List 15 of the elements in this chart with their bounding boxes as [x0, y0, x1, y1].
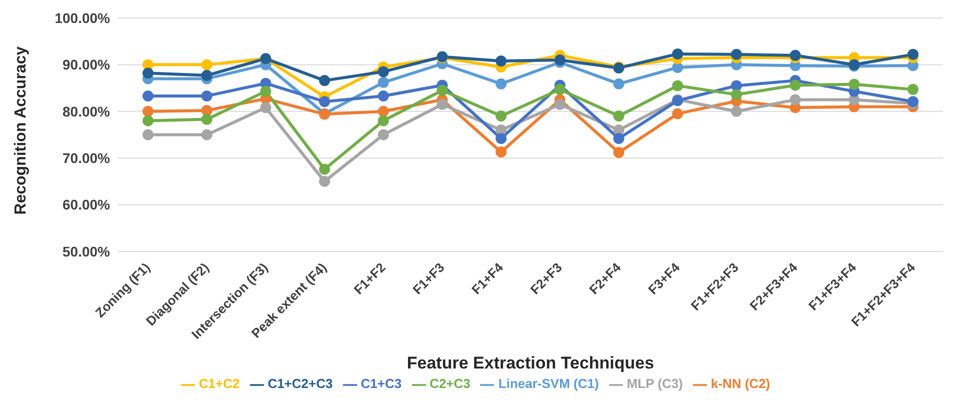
y-tick-label: 50.00% [62, 243, 111, 260]
legend-label: C2+C3 [430, 376, 470, 392]
y-tick-label: 100.00% [54, 10, 111, 26]
y-tick-label: 80.00% [62, 103, 111, 120]
y-tick-label: 70.00% [62, 150, 111, 166]
y-tick-label: 60.00% [62, 196, 111, 213]
y-axis-title: Recognition Accuracy [12, 46, 30, 215]
legend-label: C1+C2+C3 [268, 376, 333, 392]
legend-label: MLP (C3) [626, 376, 683, 392]
legend-label: Linear-SVM (C1) [498, 376, 599, 392]
x-axis-title: Feature Extraction Techniques [406, 353, 654, 372]
legend-label: C1+C3 [360, 376, 402, 392]
y-tick-label: 90.00% [62, 56, 111, 73]
legend-label: k-NN (C2) [710, 376, 770, 392]
legend-label: C1+C2 [198, 376, 240, 392]
